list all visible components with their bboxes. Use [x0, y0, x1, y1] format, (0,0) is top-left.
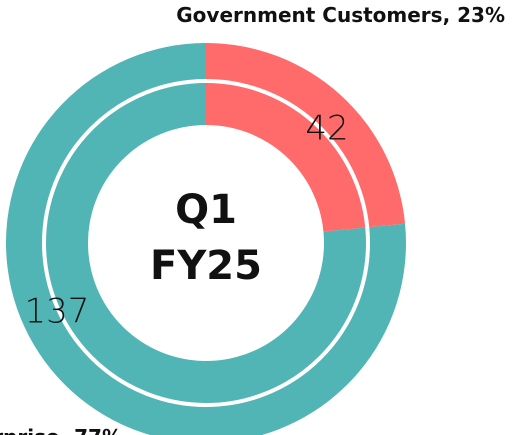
value-label: 42 — [305, 109, 348, 149]
slice — [6, 43, 406, 435]
value-label: 137 — [25, 292, 90, 332]
slices — [6, 43, 406, 435]
ring-separator — [42, 79, 370, 407]
category-label: Government Customers, 23% — [176, 3, 505, 27]
center-label: FY25 — [150, 243, 262, 289]
category-label: Enterprise, 77% — [0, 425, 122, 435]
center-label: Q1 — [175, 187, 237, 233]
